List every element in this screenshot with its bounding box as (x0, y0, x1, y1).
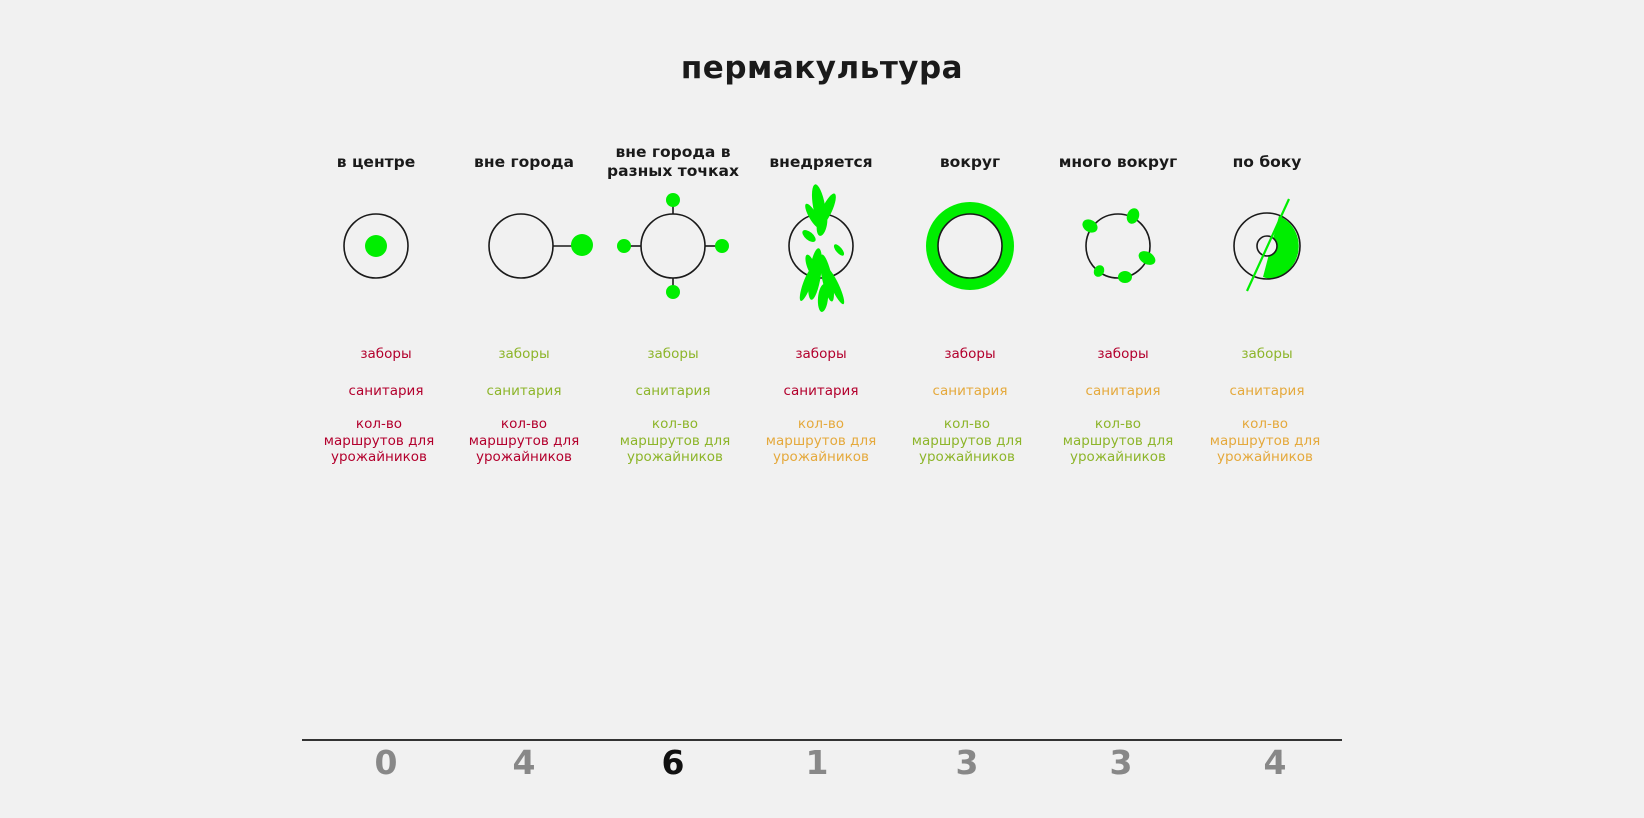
column-heading: вне города в разных точках (607, 143, 739, 180)
page-title: пермакультура (680, 50, 964, 86)
criterion-routes: кол-во маршрутов для урожайников (1062, 416, 1174, 465)
criterion-fences: заборы (647, 346, 699, 362)
column-heading: много вокруг (1058, 153, 1178, 171)
scattered-blobs-icon (1082, 208, 1156, 283)
criterion-fences: заборы (360, 346, 412, 362)
criterion-sanitation: санитария (932, 383, 1008, 399)
criterion-sanitation: санитария (486, 383, 562, 399)
criterion-routes: кол-во маршрутов для урожайников (323, 416, 435, 465)
score-value: 4 (512, 743, 536, 782)
side-segment-icon (1233, 198, 1301, 292)
score-value: 3 (955, 743, 979, 782)
criterion-fences: заборы (1097, 346, 1149, 362)
column-heading: вне города (474, 153, 574, 171)
criterion-fences: заборы (498, 346, 550, 362)
score-value: 0 (374, 743, 398, 782)
column-heading: внедряется (769, 153, 873, 171)
column-heading: вокруг (939, 153, 1001, 171)
four-nodes-icon (617, 193, 729, 299)
criterion-sanitation: санитария (783, 383, 859, 399)
criterion-routes: кол-во маршрутов для урожайников (468, 416, 580, 465)
criterion-routes: кол-во маршрутов для урожайников (1209, 416, 1321, 465)
score-value: 3 (1109, 743, 1133, 782)
criterion-fences: заборы (1241, 346, 1293, 362)
center-dot-icon (343, 213, 409, 279)
criterion-routes: кол-во маршрутов для урожайников (911, 416, 1023, 465)
ring-icon (926, 202, 1014, 290)
criterion-sanitation: санитария (348, 383, 424, 399)
penetrating-leaves-icon (788, 184, 854, 312)
criterion-routes: кол-во маршрутов для урожайников (619, 416, 731, 465)
criterion-sanitation: санитария (1085, 383, 1161, 399)
criterion-sanitation: санитария (1229, 383, 1305, 399)
criterion-fences: заборы (795, 346, 847, 362)
criterion-sanitation: санитария (635, 383, 711, 399)
column-heading: по боку (1232, 153, 1302, 171)
criterion-fences: заборы (944, 346, 996, 362)
score-value: 4 (1263, 743, 1287, 782)
column-heading: в центре (336, 153, 416, 171)
score-baseline (302, 739, 1342, 741)
criterion-routes: кол-во маршрутов для урожайников (765, 416, 877, 465)
outside-node-icon (488, 213, 593, 279)
score-value: 1 (805, 743, 829, 782)
score-value: 6 (661, 743, 685, 782)
